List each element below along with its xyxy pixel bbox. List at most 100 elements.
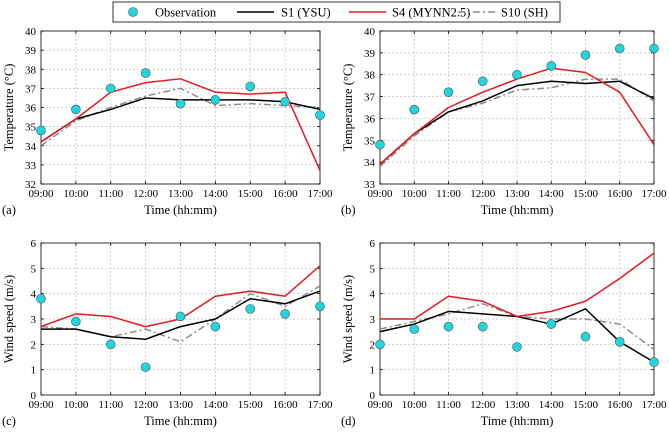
observation-point <box>315 110 325 120</box>
observation-point <box>36 125 46 136</box>
y-tick-label: 33 <box>25 160 37 172</box>
observation-point <box>175 98 186 109</box>
observation-point <box>105 339 116 350</box>
x-tick-label: 11:00 <box>436 399 461 411</box>
x-axis-label: Time (hh:mm) <box>481 203 554 217</box>
observation-point <box>210 95 221 105</box>
legend: Observation S1 (YSU) S4 (MYNN2.5) S10 (SH) <box>112 1 561 23</box>
y-tick-label: 4 <box>370 289 376 301</box>
observation-point <box>105 83 116 94</box>
x-tick-label: 09:00 <box>367 399 393 411</box>
observation-point <box>36 293 46 304</box>
y-tick-label: 0 <box>370 390 376 402</box>
panel-letter: (c) <box>2 414 16 428</box>
x-tick-label: 15:00 <box>238 188 264 200</box>
observation-point <box>649 43 659 54</box>
panel-3: 09:00 10:00 11:00 12:00 13:00 14:00 15:00 16:00… <box>341 238 667 428</box>
x-tick-label: 11:00 <box>98 188 123 200</box>
y-axis-label: Temperature (°C) <box>2 64 16 152</box>
x-tick-label: 13:00 <box>504 399 530 411</box>
y-tick-label: 38 <box>364 70 376 82</box>
y-tick-label: 36 <box>364 113 376 125</box>
legend-label-3: S10 (SH) <box>501 6 548 20</box>
x-tick-label: 09:00 <box>367 188 393 200</box>
y-tick-label: 38 <box>25 64 37 76</box>
x-tick-label: 10:00 <box>63 399 89 411</box>
y-tick-label: 5 <box>370 263 376 275</box>
y-tick-label: 35 <box>364 135 376 147</box>
observation-point <box>375 339 385 350</box>
panel-0: 09:00 10:00 11:00 12:00 13:00 14:00 15:00 16:00… <box>2 26 333 217</box>
y-tick-label: 3 <box>370 314 376 326</box>
panel-2: 09:00 10:00 11:00 12:00 13:00 14:00 15:00 16:00… <box>2 238 333 428</box>
legend-label-1: S1 (YSU) <box>281 6 331 20</box>
x-axis-label: Time (hh:mm) <box>481 414 554 428</box>
x-tick-label: 16:00 <box>607 188 633 200</box>
x-axis-label: Time (hh:mm) <box>144 203 217 217</box>
x-tick-label: 15:00 <box>238 399 264 411</box>
observation-point <box>443 321 454 332</box>
y-tick-label: 34 <box>25 141 37 153</box>
y-tick-label: 36 <box>25 103 37 115</box>
y-tick-label: 6 <box>370 238 376 250</box>
observation-point <box>409 324 420 334</box>
legend-box <box>112 1 561 23</box>
x-tick-label: 10:00 <box>402 399 428 411</box>
observation-point <box>315 301 325 312</box>
observation-point <box>477 76 488 87</box>
observation-point <box>140 68 151 78</box>
y-tick-label: 0 <box>31 390 37 402</box>
x-tick-label: 13:00 <box>168 188 194 200</box>
x-tick-label: 16:00 <box>273 188 299 200</box>
x-tick-label: 17:00 <box>641 188 667 200</box>
x-tick-label: 10:00 <box>402 188 428 200</box>
chart-panels: 09:00 10:00 11:00 12:00 13:00 14:00 15:00 16:00… <box>2 26 667 428</box>
observation-point <box>245 304 256 314</box>
x-tick-label: 14:00 <box>203 399 229 411</box>
observation-point <box>140 362 151 372</box>
observation-point <box>477 321 488 332</box>
y-tick-label: 4 <box>31 289 37 301</box>
x-tick-label: 11:00 <box>98 399 123 411</box>
observation-point <box>512 342 522 352</box>
series-line-s1-ysu <box>380 80 654 165</box>
x-tick-label: 17:00 <box>641 399 667 411</box>
observation-point <box>546 61 557 71</box>
observation-point <box>71 104 81 115</box>
x-tick-label: 12:00 <box>470 399 496 411</box>
y-tick-label: 6 <box>31 238 37 250</box>
x-tick-label: 12:00 <box>133 188 159 200</box>
panel-letter: (d) <box>341 414 356 428</box>
x-tick-label: 15:00 <box>573 399 599 411</box>
observation-point <box>280 309 290 319</box>
panel-letter: (a) <box>2 203 16 217</box>
observation-point <box>71 316 81 327</box>
observation-point <box>280 96 290 107</box>
x-tick-label: 13:00 <box>168 399 194 411</box>
y-tick-label: 35 <box>25 122 37 134</box>
y-axis-label: Wind speed (m/s) <box>2 275 16 363</box>
x-tick-label: 14:00 <box>203 188 229 200</box>
legend-label-0: Observation <box>155 6 217 20</box>
x-tick-label: 14:00 <box>539 399 565 411</box>
y-tick-label: 2 <box>31 339 37 351</box>
x-tick-label: 13:00 <box>504 188 530 200</box>
y-tick-label: 1 <box>370 365 376 377</box>
series-line-s4-mynn2-5 <box>41 78 320 171</box>
y-tick-label: 2 <box>370 339 376 351</box>
observation-point <box>443 87 454 97</box>
x-axis-label: Time (hh:mm) <box>144 414 217 428</box>
observation-point <box>580 331 591 342</box>
x-tick-label: 09:00 <box>28 188 54 200</box>
observation-point <box>375 139 385 150</box>
legend-observation-marker <box>128 7 138 17</box>
observation-point <box>409 104 420 115</box>
series-line-s10-sh <box>380 303 654 351</box>
y-tick-label: 34 <box>364 157 376 169</box>
x-tick-label: 16:00 <box>273 399 299 411</box>
y-tick-label: 33 <box>364 179 376 191</box>
observation-point <box>580 50 591 60</box>
y-axis-label: Wind speed (m/s) <box>341 275 355 363</box>
x-tick-label: 15:00 <box>573 188 599 200</box>
